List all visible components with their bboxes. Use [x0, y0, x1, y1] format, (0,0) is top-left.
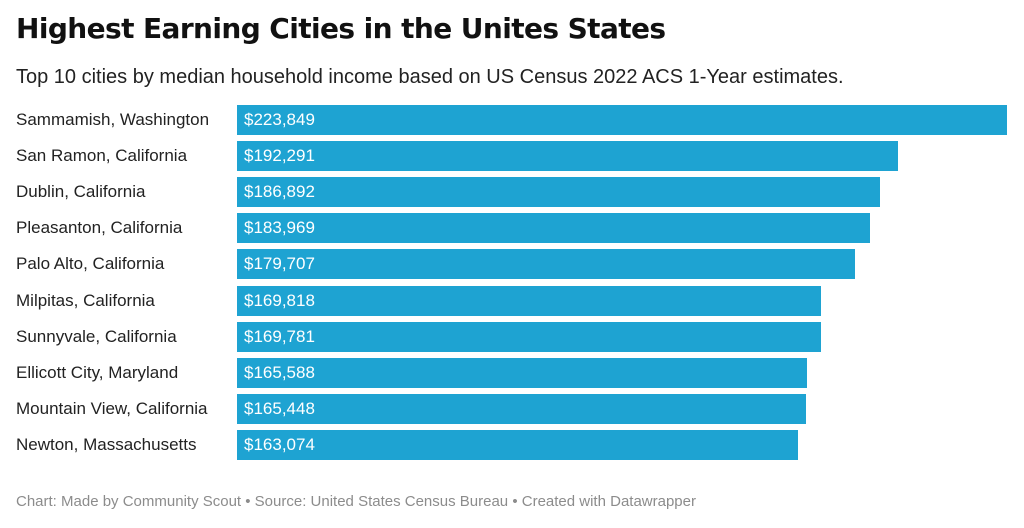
category-label: Pleasanton, California — [16, 218, 183, 237]
bar-row: Mountain View, California $165,448 — [0, 394, 1024, 424]
value-label: $169,818 — [244, 291, 315, 310]
bar — [237, 105, 1007, 135]
value-label: $169,781 — [244, 327, 315, 346]
value-label: $165,448 — [244, 399, 315, 418]
bar-row: Dublin, California $186,892 — [0, 177, 1024, 207]
bar-chart: Sammamish, Washington $223,849 San Ramon, … — [0, 105, 1024, 467]
bar-row: Sunnyvale, California $169,781 — [0, 322, 1024, 352]
bar-row: Sammamish, Washington $223,849 — [0, 105, 1024, 135]
value-label: $163,074 — [244, 435, 315, 454]
category-label: Sammamish, Washington — [16, 110, 210, 129]
value-label: $179,707 — [244, 254, 315, 273]
bar-row: Palo Alto, California $179,707 — [0, 249, 1024, 279]
bar-row: Ellicott City, Maryland $165,588 — [0, 358, 1024, 388]
bar-row: San Ramon, California $192,291 — [0, 141, 1024, 171]
value-label: $183,969 — [244, 218, 315, 237]
bar — [237, 358, 807, 388]
bar-row: Newton, Massachusetts $163,074 — [0, 430, 1024, 460]
value-label: $186,892 — [244, 182, 315, 201]
value-label: $223,849 — [244, 110, 315, 129]
bar — [237, 213, 870, 243]
category-label: Ellicott City, Maryland — [16, 363, 179, 382]
bar — [237, 286, 821, 316]
category-label: Sunnyvale, California — [16, 327, 177, 346]
bar — [237, 322, 821, 352]
bar — [237, 177, 880, 207]
chart-subtitle: Top 10 cities by median household income… — [16, 66, 844, 88]
category-label: San Ramon, California — [16, 146, 188, 165]
category-label: Milpitas, California — [16, 291, 155, 310]
bar — [237, 141, 898, 171]
category-label: Palo Alto, California — [16, 254, 165, 273]
category-label: Newton, Massachusetts — [16, 435, 197, 454]
bar — [237, 394, 806, 424]
value-label: $165,588 — [244, 363, 315, 382]
chart-credit: Chart: Made by Community Scout • Source:… — [16, 493, 696, 510]
bar-row: Pleasanton, California $183,969 — [0, 213, 1024, 243]
value-label: $192,291 — [244, 146, 315, 165]
bar-row: Milpitas, California $169,818 — [0, 286, 1024, 316]
chart-title: Highest Earning Cities in the Unites Sta… — [16, 12, 666, 45]
category-label: Dublin, California — [16, 182, 146, 201]
bar — [237, 249, 855, 279]
bar — [237, 430, 798, 460]
category-label: Mountain View, California — [16, 399, 208, 418]
